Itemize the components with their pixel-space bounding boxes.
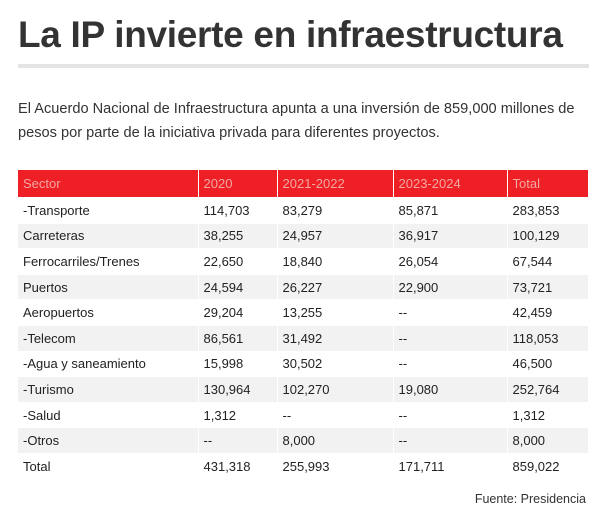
row-sector-cell: -Transporte (18, 197, 199, 224)
row-value-cell: 83,279 (277, 197, 394, 224)
table-row: -Agua y saneamiento 15,998 30,502 -- 46,500 (18, 351, 588, 377)
row-value-cell: 36,917 (393, 223, 508, 249)
row-sector-cell: -Telecom (18, 325, 199, 352)
row-value-cell: 42,459 (507, 299, 588, 326)
column-header-2021-2022: 2021-2022 (277, 170, 394, 198)
table-row: -Turismo 130,964 102,270 19,080 252,764 (18, 376, 588, 403)
row-value-cell: 24,957 (277, 223, 394, 249)
column-header-total: Total (507, 170, 588, 198)
page-title: La IP invierte en infraestructura (18, 14, 563, 55)
row-value-cell: 30,502 (277, 351, 394, 377)
row-value-cell: 46,500 (507, 351, 588, 377)
row-value-cell: -- (393, 351, 508, 377)
row-value-cell: 22,900 (393, 274, 508, 300)
row-sector-cell: Carreteras (18, 223, 199, 249)
row-value-cell: 19,080 (393, 376, 508, 403)
row-sector-cell: -Salud (18, 402, 199, 428)
row-value-cell: 85,871 (393, 197, 508, 224)
table-row: -Transporte 114,703 83,279 85,871 283,853 (18, 197, 588, 224)
row-sector-cell: -Turismo (18, 376, 199, 403)
investment-table: Sector 2020 2021-2022 2023-2024 Total -T… (18, 170, 588, 479)
row-value-cell: 114,703 (198, 197, 278, 224)
column-header-2020: 2020 (198, 170, 278, 198)
row-value-cell: 130,964 (198, 376, 278, 403)
row-sector-cell: Puertos (18, 274, 199, 300)
row-value-cell: 15,998 (198, 351, 278, 377)
row-value-cell: 86,561 (198, 325, 278, 352)
table-row: -Telecom 86,561 31,492 -- 118,053 (18, 325, 588, 352)
row-value-cell: 859,022 (507, 453, 588, 479)
table-row: Puertos 24,594 26,227 22,900 73,721 (18, 274, 588, 300)
column-header-2023-2024: 2023-2024 (393, 170, 508, 198)
table-row: -Salud 1,312 -- -- 1,312 (18, 402, 588, 428)
row-sector-cell: -Otros (18, 427, 199, 454)
row-value-cell: 22,650 (198, 248, 278, 275)
description-text: El Acuerdo Nacional de Infraestructura a… (18, 101, 575, 141)
row-value-cell: 283,853 (507, 197, 588, 224)
table-row: Carreteras 38,255 24,957 36,917 100,129 (18, 223, 588, 249)
row-value-cell: -- (393, 299, 508, 326)
row-value-cell: 73,721 (507, 274, 588, 300)
table-body: -Transporte 114,703 83,279 85,871 283,853 Car… (18, 197, 588, 479)
row-sector-cell: -Agua y saneamiento (18, 351, 199, 377)
row-value-cell: 255,993 (277, 453, 394, 479)
table-row: Ferrocarriles/Trenes 22,650 18,840 26,054 67… (18, 248, 588, 275)
row-value-cell: 31,492 (277, 325, 394, 352)
row-value-cell: 26,054 (393, 248, 508, 275)
row-value-cell: 8,000 (507, 427, 588, 454)
table-row: -Otros -- 8,000 -- 8,000 (18, 427, 588, 454)
row-value-cell: 252,764 (507, 376, 588, 403)
row-value-cell: -- (277, 402, 394, 428)
row-value-cell: -- (198, 427, 278, 454)
row-value-cell: 100,129 (507, 223, 588, 249)
row-sector-cell: Ferrocarriles/Trenes (18, 248, 199, 275)
row-value-cell: 24,594 (198, 274, 278, 300)
row-value-cell: 26,227 (277, 274, 394, 300)
row-value-cell: 67,544 (507, 248, 588, 275)
row-value-cell: 118,053 (507, 325, 588, 352)
row-value-cell: 8,000 (277, 427, 394, 454)
row-value-cell: 18,840 (277, 248, 394, 275)
row-sector-cell: Aeropuertos (18, 299, 199, 326)
row-value-cell: 1,312 (507, 402, 588, 428)
table-header-row: Sector 2020 2021-2022 2023-2024 Total (18, 170, 588, 198)
row-value-cell: 29,204 (198, 299, 278, 326)
table-total-row: Total 431,318 255,993 171,711 859,022 (18, 453, 588, 479)
row-sector-cell: Total (18, 453, 199, 479)
title-divider (18, 64, 589, 68)
source-note: Fuente: Presidencia (474, 492, 586, 506)
row-value-cell: 171,711 (393, 453, 508, 479)
row-value-cell: -- (393, 402, 508, 428)
row-value-cell: 431,318 (198, 453, 278, 479)
row-value-cell: 38,255 (198, 223, 278, 249)
row-value-cell: -- (393, 427, 508, 454)
column-header-sector: Sector (18, 170, 199, 198)
row-value-cell: 102,270 (277, 376, 394, 403)
table-row: Aeropuertos 29,204 13,255 -- 42,459 (18, 299, 588, 326)
row-value-cell: -- (393, 325, 508, 352)
row-value-cell: 13,255 (277, 299, 394, 326)
row-value-cell: 1,312 (198, 402, 278, 428)
